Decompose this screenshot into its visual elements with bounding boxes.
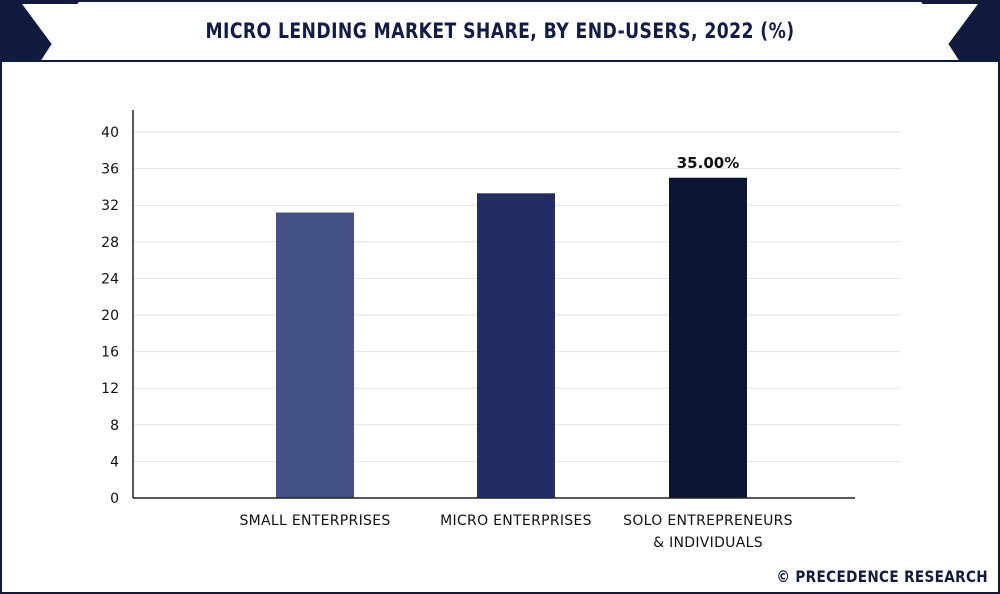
- x-axis-category-labels: SMALL ENTERPRISES MICRO ENTERPRISES SOLO E…: [239, 513, 792, 551]
- y-tick-label: 4: [110, 454, 119, 470]
- bar: [477, 193, 555, 498]
- y-tick-label: 12: [101, 381, 119, 397]
- y-tick-label: 8: [110, 418, 119, 434]
- y-tick-label: 40: [101, 125, 119, 141]
- x-category-label: SMALL ENTERPRISES: [239, 513, 390, 529]
- y-tick-label: 24: [101, 271, 119, 287]
- x-category-label: & INDIVIDUALS: [653, 535, 763, 551]
- chart-title: MICRO LENDING MARKET SHARE, BY END-USERS…: [205, 19, 795, 43]
- y-tick-label: 28: [101, 235, 119, 251]
- x-category-label: MICRO ENTERPRISES: [440, 513, 592, 529]
- y-tick-label: 16: [101, 345, 119, 361]
- title-band: [0, 0, 1000, 62]
- y-tick-label: 20: [101, 308, 119, 324]
- y-axis-tick-labels: 0 4 8 12 16 20 24 28 32 36 40: [101, 125, 119, 507]
- y-tick-label: 0: [110, 491, 119, 507]
- title-band-background: [22, 4, 978, 58]
- data-label: 35.00%: [677, 154, 739, 172]
- bar: [669, 177, 747, 498]
- x-category-label: SOLO ENTREPRENEURS: [623, 513, 793, 529]
- bars: [276, 177, 747, 498]
- data-labels: 35.00%: [677, 154, 739, 172]
- y-tick-label: 36: [101, 162, 119, 178]
- bar: [276, 212, 354, 498]
- brand-watermark: © PRECEDENCE RESEARCH: [776, 567, 988, 586]
- y-tick-label: 32: [101, 198, 119, 214]
